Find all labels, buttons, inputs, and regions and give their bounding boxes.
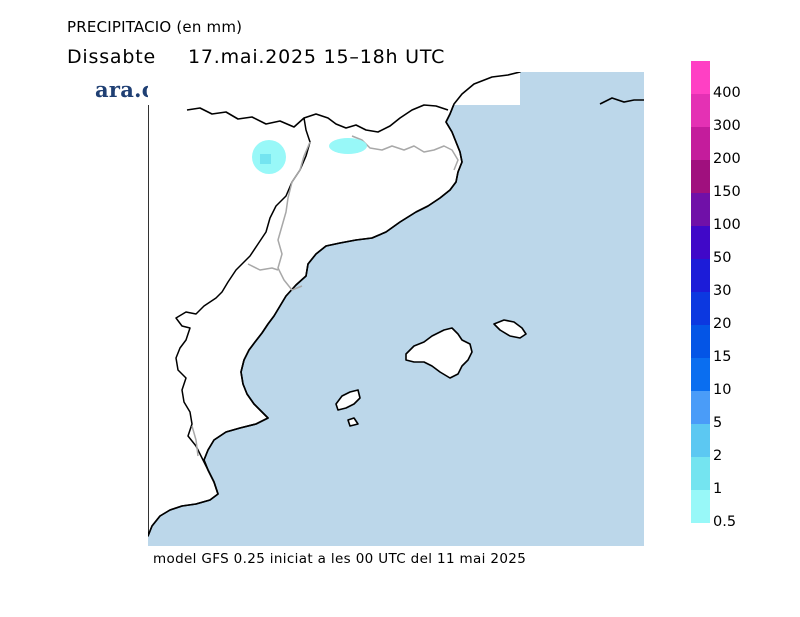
legend-label-100: 100 [713,217,741,233]
legend-label-2: 2 [713,448,723,464]
island-ibiza [335,389,361,411]
legend-swatch-150 [691,160,710,193]
legend-swatch-30 [691,259,710,292]
chart-title-date: Dissabte 17.mai.2025 15–18h UTC [67,46,477,68]
legend-swatch-50 [691,226,710,259]
legend-label-0.5: 0.5 [713,514,737,530]
border-catalonia-aragon [277,141,311,291]
legend-label-5: 5 [713,415,723,431]
island-formentera [347,417,359,427]
legend-swatch-1 [691,457,710,490]
model-run-footer: model GFS 0.25 iniciat a les 00 UTC del … [153,551,527,567]
island-menorca [493,319,527,339]
coastline-france [599,97,644,105]
precip-area-pyrenees-central [329,138,367,154]
pyrenees-frontier [186,104,449,133]
precip-area-pyrenees-west-core [260,154,271,164]
border-andorra-france [351,135,459,171]
legend-swatch-2 [691,424,710,457]
legend-label-15: 15 [713,349,732,365]
legend-label-30: 30 [713,283,732,299]
legend-label-20: 20 [713,316,732,332]
legend-swatch-200 [691,127,710,160]
legend-swatch-5 [691,391,710,424]
legend-label-300: 300 [713,118,741,134]
precipitation-map [148,72,644,546]
legend-swatch-20 [691,292,710,325]
border-valencia-aragon [247,263,279,271]
island-mallorca [405,327,473,379]
border-valencia-castile [191,425,199,457]
legend-label-50: 50 [713,250,732,266]
legend-swatch-400 [691,61,710,94]
legend-label-10: 10 [713,382,732,398]
legend-swatch-10 [691,358,710,391]
legend-label-400: 400 [713,85,741,101]
legend-swatch-15 [691,325,710,358]
france-land [148,72,520,105]
legend-swatch-0.5 [691,490,710,523]
legend-label-150: 150 [713,184,741,200]
legend-swatch-100 [691,193,710,226]
title-day: Dissabte [67,46,156,68]
title-datetime: 17.mai.2025 15–18h UTC [187,46,446,68]
legend-label-200: 200 [713,151,741,167]
region-west-border [175,117,311,495]
legend-label-1: 1 [713,481,723,497]
chart-title-variable: PRECIPITACIO (en mm) [67,18,243,36]
legend-swatch-300 [691,94,710,127]
